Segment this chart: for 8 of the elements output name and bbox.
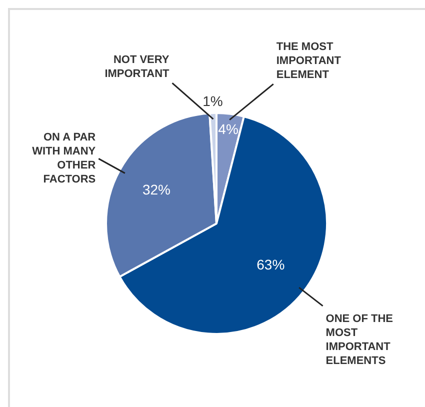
slice-label: ON A PAR WITH MANY OTHER FACTORS <box>32 132 96 186</box>
slice-label: THE MOST IMPORTANT ELEMENT <box>276 41 342 82</box>
data-label: 63% <box>256 256 285 272</box>
slice-label: ONE OF THE MOST IMPORTANT ELEMENTS <box>326 312 394 367</box>
data-label: 1% <box>202 92 223 109</box>
data-label: 4% <box>218 121 238 138</box>
data-label: 32% <box>142 181 170 198</box>
slice-label: NOT VERY IMPORTANT <box>104 54 170 80</box>
